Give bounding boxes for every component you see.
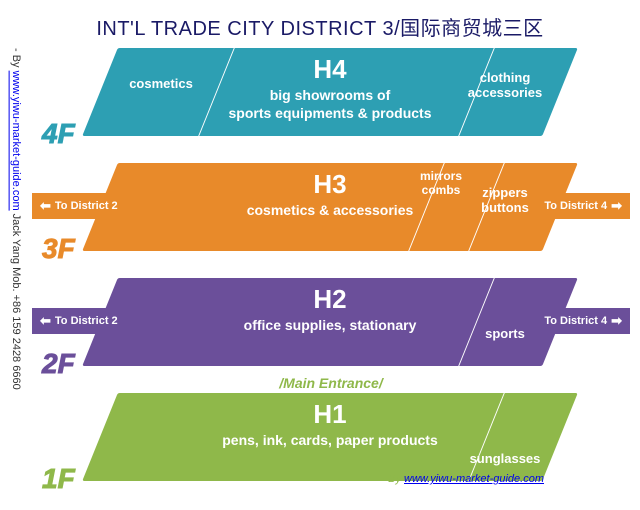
arrow-left-icon: ⬅ — [40, 198, 51, 214]
hall-code: H1 — [100, 399, 560, 430]
arrow-to-district-2: ⬅ To District 2 — [32, 308, 126, 334]
credit-prefix: - By — [381, 473, 404, 485]
diagram-root: INT'L TRADE CITY DISTRICT 3/国际商贸城三区 - By… — [0, 0, 640, 510]
floor-label-4f: 4F — [42, 118, 75, 150]
arrow-label: To District 2 — [55, 315, 118, 327]
cell-cosmetics: cosmetics — [116, 76, 206, 91]
arrow-label: To District 4 — [544, 200, 607, 212]
attribution-side: - By www.yiwu-market-guide.com Jack Yang… — [8, 48, 22, 498]
floor-4f: 4F H4 big showrooms ofsports equipments … — [46, 48, 616, 138]
hall-sub: pens, ink, cards, paper products — [100, 432, 560, 450]
cell-clothing-accessories: clothingaccessories — [460, 70, 550, 100]
slab-content-1f: H1 pens, ink, cards, paper products — [100, 393, 560, 481]
floor-2f: 2F H2 office supplies, stationary sports… — [46, 278, 616, 368]
slab-content-2f: H2 office supplies, stationary — [100, 278, 560, 366]
page-title: INT'L TRADE CITY DISTRICT 3/国际商贸城三区 — [0, 12, 640, 41]
arrow-to-district-2: ⬅ To District 2 — [32, 193, 126, 219]
arrow-to-district-4: To District 4 ➡ — [536, 308, 630, 334]
floor-1f: /Main Entrance/ 1F H1 pens, ink, cards, … — [46, 393, 616, 483]
main-entrance-label: /Main Entrance/ — [46, 375, 616, 391]
credit-line: - By www.yiwu-market-guide.com — [381, 473, 544, 485]
arrow-to-district-4: To District 4 ➡ — [536, 193, 630, 219]
floor-3f: 3F H3 cosmetics & accessories mirrorscom… — [46, 163, 616, 253]
arrow-label: To District 4 — [544, 315, 607, 327]
arrow-left-icon: ⬅ — [40, 313, 51, 329]
floor-label-1f: 1F — [42, 463, 75, 495]
credit-link[interactable]: www.yiwu-market-guide.com — [404, 473, 544, 485]
side-prefix: - By — [10, 48, 22, 71]
floor-label-3f: 3F — [42, 233, 75, 265]
arrow-right-icon: ➡ — [611, 198, 622, 214]
side-link[interactable]: www.yiwu-market-guide.com — [10, 71, 22, 211]
side-suffix: Jack Yang Mob. +86 159 2428 6660 — [10, 211, 22, 390]
arrow-right-icon: ➡ — [611, 313, 622, 329]
arrow-label: To District 2 — [55, 200, 118, 212]
floors-container: 4F H4 big showrooms ofsports equipments … — [46, 48, 616, 483]
hall-code: H2 — [100, 284, 560, 315]
cell-sunglasses: sunglasses — [460, 451, 550, 466]
